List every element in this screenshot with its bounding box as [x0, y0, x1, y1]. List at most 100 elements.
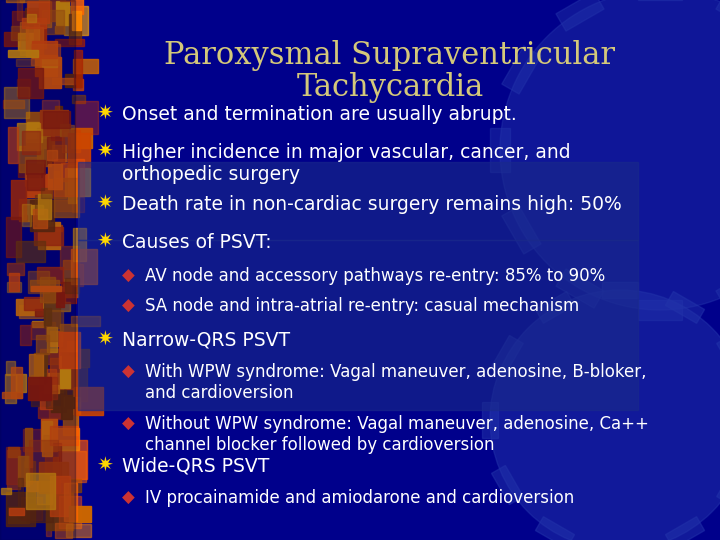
Bar — [23, 429, 41, 451]
Bar — [12, 180, 26, 219]
Text: Higher incidence in major vascular, cancer, and
orthopedic surgery: Higher incidence in major vascular, canc… — [122, 143, 571, 184]
Bar — [37, 481, 53, 504]
Bar — [64, 6, 89, 35]
Bar — [41, 419, 57, 451]
Bar — [68, 165, 76, 203]
Bar — [556, 0, 604, 31]
Bar — [20, 22, 39, 56]
Circle shape — [490, 290, 720, 540]
Bar — [716, 269, 720, 308]
Bar — [43, 385, 58, 393]
Text: SA node and intra-atrial re-entry: casual mechanism: SA node and intra-atrial re-entry: casua… — [145, 297, 580, 315]
Text: Tachycardia: Tachycardia — [297, 72, 484, 103]
Bar — [40, 110, 68, 135]
Bar — [16, 59, 40, 66]
Bar — [73, 228, 86, 261]
Bar — [51, 390, 66, 411]
Bar — [7, 450, 19, 489]
Bar — [74, 264, 84, 286]
Bar — [45, 308, 50, 325]
Bar — [38, 148, 65, 164]
Bar — [40, 391, 52, 409]
Bar — [39, 0, 66, 21]
Bar — [55, 106, 61, 124]
Bar — [34, 353, 47, 382]
Bar — [73, 79, 83, 91]
Bar — [8, 447, 19, 457]
Bar — [27, 481, 55, 490]
Bar — [46, 309, 63, 341]
Bar — [42, 10, 64, 35]
Text: ✷: ✷ — [96, 233, 114, 252]
Bar — [45, 443, 60, 478]
Bar — [6, 492, 35, 526]
Bar — [61, 282, 76, 303]
Bar — [65, 397, 74, 408]
Bar — [32, 41, 57, 58]
Bar — [22, 497, 42, 520]
Bar — [8, 127, 18, 163]
Bar — [65, 75, 81, 87]
Bar — [9, 508, 24, 515]
Bar — [73, 197, 84, 212]
Bar — [42, 302, 70, 311]
Bar — [2, 392, 22, 399]
Bar — [22, 214, 27, 221]
Bar — [536, 292, 575, 323]
Bar — [17, 299, 43, 315]
Bar — [19, 199, 48, 221]
Bar — [22, 18, 46, 28]
Bar — [30, 440, 58, 473]
Bar — [30, 354, 43, 384]
Bar — [30, 280, 59, 291]
Bar — [34, 25, 46, 49]
Text: ◆: ◆ — [122, 297, 135, 315]
Bar — [11, 367, 22, 397]
Bar — [66, 367, 87, 401]
Text: ✷: ✷ — [96, 143, 114, 162]
Bar — [26, 28, 42, 56]
Bar — [665, 292, 705, 323]
Bar — [71, 129, 91, 148]
Bar — [40, 377, 58, 400]
Bar — [9, 273, 19, 291]
Bar — [32, 375, 45, 406]
Bar — [27, 164, 44, 190]
Bar — [31, 44, 60, 65]
Bar — [24, 297, 42, 310]
Text: ◆: ◆ — [122, 415, 135, 433]
Bar — [55, 39, 84, 46]
Bar — [44, 292, 60, 328]
Bar — [35, 195, 50, 224]
Bar — [8, 507, 29, 523]
Bar — [35, 335, 50, 354]
Bar — [60, 246, 79, 268]
Bar — [11, 25, 28, 39]
Bar — [50, 426, 78, 446]
Bar — [31, 322, 55, 339]
Text: AV node and accessory pathways re-entry: 85% to 90%: AV node and accessory pathways re-entry:… — [145, 267, 606, 285]
Bar — [7, 282, 21, 292]
Bar — [3, 100, 24, 109]
Bar — [1, 488, 12, 494]
Bar — [73, 95, 85, 104]
Bar — [55, 26, 64, 33]
Bar — [73, 388, 81, 414]
Bar — [49, 406, 72, 419]
Bar — [45, 392, 63, 408]
Bar — [38, 194, 51, 219]
Bar — [42, 111, 70, 129]
Bar — [31, 286, 61, 291]
Text: ◆: ◆ — [122, 489, 135, 507]
Bar — [35, 227, 63, 245]
Bar — [26, 473, 55, 509]
Bar — [47, 327, 57, 353]
Bar — [58, 440, 87, 479]
Bar — [54, 178, 79, 217]
Bar — [18, 32, 37, 50]
Bar — [51, 122, 62, 140]
Text: ◆: ◆ — [122, 267, 135, 285]
Text: Without WPW syndrome: Vagal maneuver, adenosine, Ca++
channel blocker followed b: Without WPW syndrome: Vagal maneuver, ad… — [145, 415, 649, 454]
Bar — [16, 241, 45, 262]
Bar — [26, 159, 45, 174]
